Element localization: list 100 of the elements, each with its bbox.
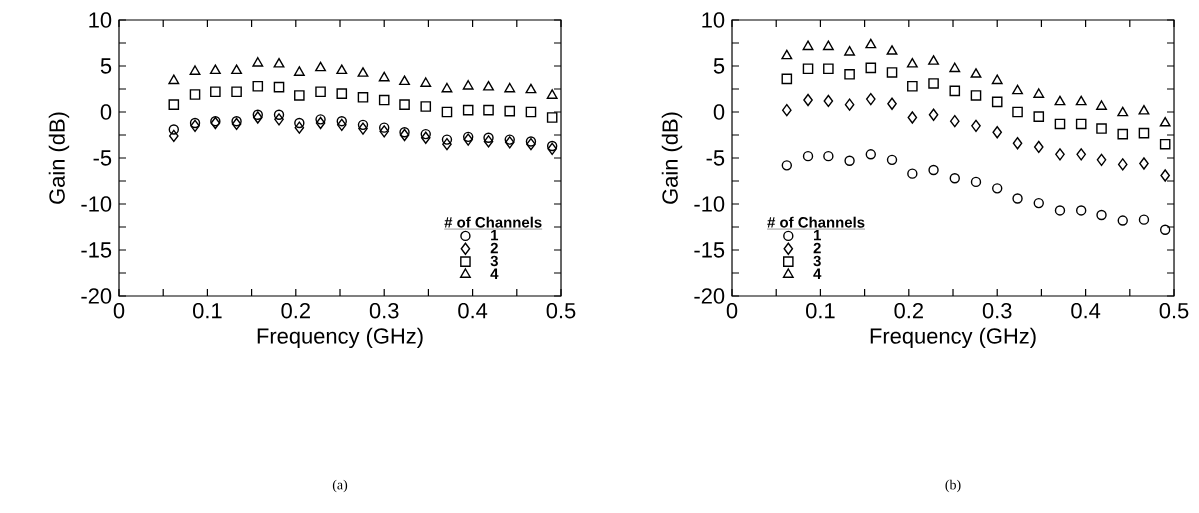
point — [294, 90, 305, 101]
point — [336, 88, 348, 99]
point — [865, 149, 876, 160]
x-axis-title: Frequency (GHz) — [870, 327, 1036, 349]
point — [252, 57, 264, 67]
x-tick-label: 0 — [113, 302, 125, 319]
point — [273, 109, 285, 120]
point — [420, 101, 432, 112]
point — [1096, 123, 1107, 134]
point — [315, 61, 327, 72]
point — [210, 86, 221, 98]
y-tick-label: 0 — [713, 104, 725, 120]
point — [1075, 205, 1087, 216]
point — [399, 99, 410, 110]
legend-label: 2 — [813, 242, 821, 254]
point — [991, 96, 1003, 108]
point — [483, 132, 494, 143]
point — [822, 40, 834, 51]
point — [1117, 158, 1128, 171]
x-tick-label: 0.5 — [546, 302, 576, 319]
point — [823, 63, 834, 75]
point — [315, 86, 326, 98]
point — [168, 99, 180, 110]
point — [441, 106, 453, 118]
point — [357, 67, 369, 77]
point — [189, 65, 201, 75]
x-tick-label: 0.4 — [458, 302, 488, 319]
point — [802, 40, 814, 51]
point — [844, 98, 855, 111]
point — [802, 63, 814, 75]
point — [357, 119, 369, 131]
point — [231, 86, 242, 98]
point — [546, 112, 558, 123]
y-tick-label: -10 — [81, 196, 112, 212]
point — [336, 116, 347, 127]
y-tick-label: 5 — [713, 58, 725, 74]
point — [504, 134, 515, 145]
y-tick-label: -20 — [694, 288, 725, 304]
point — [1159, 138, 1171, 150]
legend-label: 4 — [490, 268, 499, 279]
point — [231, 116, 242, 127]
point — [781, 103, 792, 117]
point — [865, 62, 877, 74]
point — [992, 126, 1003, 139]
point — [844, 155, 855, 166]
point — [1159, 116, 1171, 127]
point — [483, 104, 494, 116]
point — [971, 119, 981, 132]
point — [462, 104, 474, 116]
point — [1117, 215, 1128, 226]
point — [1054, 205, 1066, 216]
point — [1159, 224, 1171, 235]
point — [442, 138, 452, 151]
legend-title: # of Channels — [444, 216, 542, 228]
point — [887, 97, 897, 110]
legend-label: 3 — [490, 255, 498, 267]
point — [949, 85, 961, 97]
point — [420, 77, 432, 87]
x-tick-label: 0.2 — [281, 302, 310, 319]
point — [949, 173, 960, 184]
point — [252, 109, 263, 120]
point — [357, 91, 369, 103]
point — [273, 57, 285, 68]
point — [420, 128, 431, 140]
y-tick-label: -5 — [706, 150, 725, 166]
x-tick-label: 0.5 — [1159, 302, 1189, 319]
point — [315, 114, 326, 125]
legend-title: # of Channels — [767, 216, 865, 228]
point — [907, 80, 918, 92]
point — [399, 127, 410, 138]
point — [525, 106, 537, 118]
point — [526, 138, 536, 151]
point — [928, 164, 939, 176]
x-tick-label: 0.3 — [982, 302, 1012, 319]
point — [294, 121, 305, 134]
point — [886, 67, 898, 78]
point — [399, 75, 410, 86]
y-tick-label: 10 — [89, 12, 112, 28]
point — [504, 136, 515, 149]
point — [1117, 128, 1129, 140]
point — [970, 68, 982, 78]
y-tick-label: 0 — [100, 104, 112, 120]
point — [970, 176, 982, 188]
point — [1033, 88, 1045, 98]
point — [231, 117, 242, 131]
point — [906, 57, 918, 68]
point — [525, 136, 537, 147]
point — [949, 115, 960, 128]
point — [803, 93, 813, 107]
point — [928, 108, 939, 121]
y-tick-label: -15 — [81, 242, 112, 258]
point — [273, 81, 285, 93]
x-tick-label: 0.1 — [806, 302, 835, 319]
point — [1055, 148, 1065, 161]
point — [209, 64, 221, 75]
point — [886, 154, 898, 166]
point — [379, 122, 390, 133]
x-tick-label: 0.4 — [1071, 302, 1101, 319]
point — [274, 113, 284, 126]
point — [1096, 100, 1107, 110]
